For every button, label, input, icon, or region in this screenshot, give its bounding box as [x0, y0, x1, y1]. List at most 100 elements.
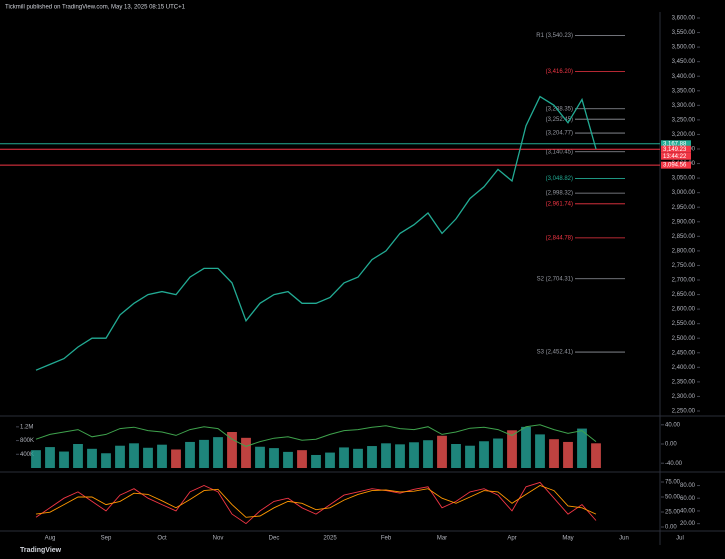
volume-bar — [31, 450, 41, 468]
footer-brand: TradingView — [20, 547, 62, 554]
volume-bar — [339, 447, 349, 468]
volume-bar — [493, 438, 503, 468]
oscillator-line — [35, 485, 597, 518]
volume-bar — [199, 439, 209, 468]
volume-bar — [45, 447, 55, 468]
volume-bar — [297, 450, 307, 468]
volume-bar — [591, 443, 601, 468]
countdown-tag — [661, 152, 691, 160]
x-tick-label: Jul — [676, 536, 684, 542]
tick-label: 3,550.00 — [672, 30, 696, 36]
volume-bar — [465, 445, 475, 468]
tick-label: 3,350.00 — [672, 88, 696, 94]
tick-label: 2,600.00 — [672, 307, 696, 313]
tick-label: 3,600.00 — [672, 16, 696, 22]
pivot-label: (2,961.74) — [546, 201, 573, 207]
countdown-label: 13:44:22 — [663, 154, 687, 160]
pivot-label: S2 (2,704.31) — [537, 276, 573, 282]
tick-label: 2,550.00 — [672, 321, 696, 327]
volume-bar — [563, 441, 573, 468]
tick-label: -40.00 — [665, 461, 683, 467]
tick-label: 2,900.00 — [672, 219, 696, 225]
tick-label: 2,250.00 — [672, 409, 696, 415]
tick-label: 3,000.00 — [672, 190, 696, 196]
tick-label: 3,050.00 — [672, 176, 696, 182]
tick-label: 2,350.00 — [672, 379, 696, 385]
tick-label: 20.00 — [680, 521, 696, 527]
volume-bar — [549, 439, 559, 468]
volume-bar — [521, 426, 531, 468]
pivot-label: (3,288.35) — [546, 106, 573, 112]
x-tick-label: Aug — [45, 536, 56, 542]
volume-bar — [157, 444, 167, 468]
x-tick-label: Feb — [381, 536, 392, 542]
volume-bar — [283, 451, 293, 468]
x-tick-label: Nov — [213, 536, 224, 542]
tick-label: 25.00 — [665, 510, 681, 516]
tick-label: 2,500.00 — [672, 336, 696, 342]
tick-label: 50.00 — [665, 495, 681, 501]
volume-bar — [213, 437, 223, 468]
tick-label: 400K — [20, 452, 34, 458]
tick-label: 3,250.00 — [672, 117, 696, 123]
tick-label: 2,650.00 — [672, 292, 696, 298]
volume-bar — [395, 444, 405, 468]
tick-label: 40.00 — [680, 509, 696, 515]
volume-bar — [409, 442, 419, 468]
volume-bar — [507, 430, 517, 468]
tick-label: 0.00 — [665, 442, 677, 448]
x-tick-label: Sep — [101, 536, 112, 542]
x-tick-label: Dec — [269, 536, 280, 542]
volume-bar — [437, 435, 447, 468]
price-tag — [661, 145, 691, 153]
volume-bar — [101, 453, 111, 468]
x-tick-label: 2025 — [323, 536, 337, 542]
tick-label: 3,450.00 — [672, 59, 696, 65]
volume-bar — [451, 444, 461, 468]
pivot-label: S3 (2,452.41) — [537, 350, 573, 356]
volume-bar — [255, 446, 265, 468]
volume-bar — [185, 441, 195, 468]
tick-label: 75.00 — [665, 480, 681, 486]
tick-label: 800K — [20, 438, 34, 444]
tick-label: 2,850.00 — [672, 234, 696, 240]
x-tick-label: May — [562, 536, 573, 542]
tick-label: 0.00 — [665, 525, 677, 531]
tick-label: 80.00 — [680, 483, 696, 489]
price-tag — [661, 161, 691, 169]
volume-bar — [325, 452, 335, 468]
volume-oscillator — [35, 424, 597, 447]
tick-label: 3,200.00 — [672, 132, 696, 138]
volume-bar — [423, 440, 433, 468]
tick-label: 2,800.00 — [672, 248, 696, 254]
tick-label: 1.2M — [20, 424, 33, 430]
volume-bar — [381, 443, 391, 468]
volume-bar — [367, 446, 377, 468]
pivot-label: (2,998.32) — [546, 191, 573, 197]
x-tick-label: Apr — [507, 536, 516, 542]
oscillator-line — [35, 481, 597, 525]
pivot-label: (3,252.45) — [546, 117, 573, 123]
volume-bar — [479, 441, 489, 468]
volume-bar — [311, 454, 321, 468]
volume-bar — [59, 451, 69, 468]
tick-label: 3,400.00 — [672, 74, 696, 80]
price-tag-label: 3,094.56 — [663, 163, 687, 169]
volume-bar — [269, 448, 279, 468]
price-tag-label: 3,167.88 — [663, 141, 687, 147]
volume-bar — [241, 437, 251, 468]
volume-bar — [115, 445, 125, 468]
volume-bar — [171, 449, 181, 468]
tick-label: 60.00 — [680, 496, 696, 502]
volume-bar — [143, 447, 153, 468]
volume-bar — [73, 444, 83, 468]
tick-label: 40.00 — [665, 422, 681, 428]
x-tick-label: Mar — [437, 536, 447, 542]
tick-label: 2,400.00 — [672, 365, 696, 371]
volume-bar — [227, 432, 237, 468]
tick-label: 3,500.00 — [672, 45, 696, 51]
tick-label: 2,300.00 — [672, 394, 696, 400]
tick-label: 2,750.00 — [672, 263, 696, 269]
tick-label: 2,450.00 — [672, 350, 696, 356]
